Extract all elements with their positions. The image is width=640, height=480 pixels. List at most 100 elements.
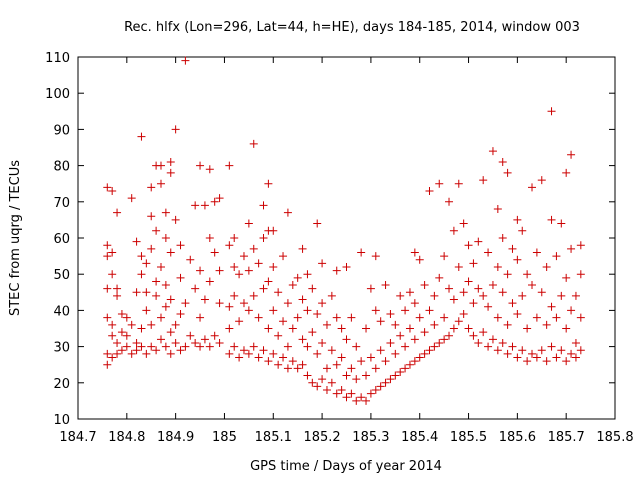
data-point: [186, 255, 195, 264]
data-point: [528, 281, 537, 290]
data-point: [318, 259, 327, 268]
data-point: [137, 342, 146, 351]
y-tick-label: 50: [53, 268, 70, 283]
data-point: [513, 215, 522, 224]
data-point: [210, 331, 219, 340]
data-point: [313, 349, 322, 358]
data-point: [171, 125, 180, 134]
data-point: [503, 320, 512, 329]
data-point: [381, 378, 390, 387]
data-point: [166, 168, 175, 177]
data-point: [464, 324, 473, 333]
data-point: [532, 353, 541, 362]
data-point: [152, 346, 161, 355]
data-point: [288, 357, 297, 366]
data-point: [156, 179, 165, 188]
data-point: [464, 241, 473, 250]
data-point: [196, 313, 205, 322]
data-point: [103, 183, 112, 192]
data-point: [147, 183, 156, 192]
x-tick-label: 185.5: [450, 430, 487, 445]
data-point: [200, 335, 209, 344]
data-point: [362, 324, 371, 333]
data-point: [113, 291, 122, 300]
data-point: [142, 288, 151, 297]
data-point: [103, 360, 112, 369]
data-point: [352, 396, 361, 405]
y-tick-label: 100: [45, 87, 70, 102]
data-point: [386, 338, 395, 347]
data-point: [503, 168, 512, 177]
data-point: [425, 346, 434, 355]
data-point: [269, 226, 278, 235]
data-point: [298, 295, 307, 304]
data-point: [362, 371, 371, 380]
data-point: [308, 378, 317, 387]
data-point: [127, 320, 136, 329]
data-point: [122, 313, 131, 322]
data-point: [191, 201, 200, 210]
data-point: [376, 346, 385, 355]
data-point: [440, 252, 449, 261]
data-point: [484, 342, 493, 351]
data-point: [454, 262, 463, 271]
data-point: [259, 346, 268, 355]
data-point: [244, 349, 253, 358]
data-point: [293, 313, 302, 322]
data-point: [142, 259, 151, 268]
data-point: [484, 248, 493, 257]
data-point: [376, 317, 385, 326]
data-point: [567, 150, 576, 159]
data-point: [313, 310, 322, 319]
data-point: [298, 244, 307, 253]
data-point: [210, 248, 219, 257]
data-point: [156, 161, 165, 170]
data-point: [376, 382, 385, 391]
data-point: [249, 139, 258, 148]
data-point: [313, 382, 322, 391]
data-point: [113, 338, 122, 347]
x-tick-label: 185.8: [596, 430, 633, 445]
data-point: [571, 353, 580, 362]
data-point: [415, 313, 424, 322]
data-point: [498, 288, 507, 297]
data-point: [254, 259, 263, 268]
data-point: [308, 284, 317, 293]
data-point: [562, 273, 571, 282]
data-point: [156, 335, 165, 344]
data-point: [337, 324, 346, 333]
data-point: [445, 197, 454, 206]
data-point: [235, 317, 244, 326]
y-tick-label: 60: [53, 232, 70, 247]
data-point: [171, 215, 180, 224]
data-point: [156, 262, 165, 271]
data-point: [264, 179, 273, 188]
data-point: [547, 215, 556, 224]
data-point: [244, 306, 253, 315]
data-point: [166, 295, 175, 304]
data-point: [313, 219, 322, 228]
data-point: [401, 364, 410, 373]
data-point: [235, 353, 244, 362]
data-point: [283, 208, 292, 217]
data-point: [108, 248, 117, 257]
data-point: [528, 349, 537, 358]
data-point: [576, 346, 585, 355]
data-point: [332, 313, 341, 322]
y-tick-label: 40: [53, 304, 70, 319]
data-point: [518, 291, 527, 300]
data-point: [347, 389, 356, 398]
y-tick-label: 30: [53, 341, 70, 356]
data-point: [347, 364, 356, 373]
data-point: [225, 302, 234, 311]
x-tick-label: 185.7: [548, 430, 585, 445]
data-point: [176, 241, 185, 250]
data-point: [283, 364, 292, 373]
data-point: [518, 226, 527, 235]
data-point: [298, 360, 307, 369]
data-point: [498, 338, 507, 347]
data-point: [269, 306, 278, 315]
data-point: [464, 277, 473, 286]
y-ticks: 10 20 30 40 50 60 70 80 90 100 110: [45, 51, 615, 428]
data-point: [542, 262, 551, 271]
